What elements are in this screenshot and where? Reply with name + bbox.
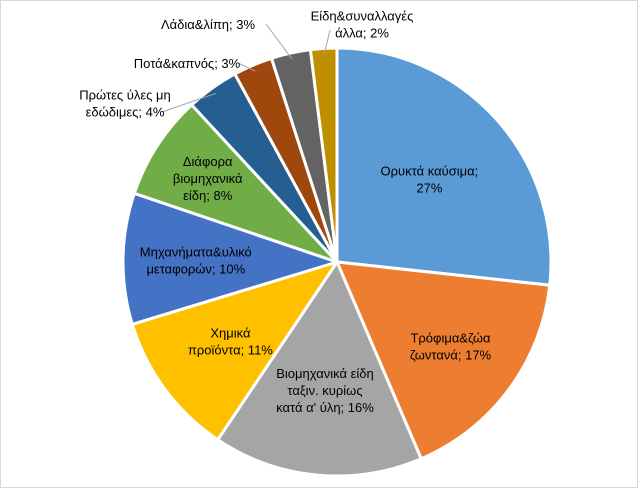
leader-line-10 [323,29,331,55]
slice-label-line: Ορυκτά καύσιμα; [381,164,479,179]
slice-label-10: Είδη&συναλλαγές άλλα; 2% [311,9,414,41]
slice-label-6: Διάφορα βιομηχανικά είδη; 8% [173,154,243,203]
leader-line-9 [265,23,293,60]
leader-line-7 [161,92,217,113]
slice-label-line: είδη; 8% [183,188,233,203]
pie-slice-4 [130,260,339,442]
slice-label-line: Ποτά&καπνός; 3% [134,56,241,71]
leader-lines [161,23,331,113]
slice-label-line: Διάφορα [183,154,233,169]
slice-label-3: Βιομηχανικά είδη ταξιν. κυρίως κατά α' ύλη… [276,366,374,415]
slice-label-line: μεταφορών; 10% [146,261,245,276]
slice-label-line: εδώδιμες; 4% [86,105,165,120]
pie-slice-6 [132,103,339,264]
slice-label-line: 27% [416,181,442,196]
pie-slice-3 [216,260,423,478]
slice-label-line: Χημικά [210,326,251,341]
leader-line-8 [237,62,256,72]
pie-slice-2 [335,260,552,461]
pie-slices [121,46,553,478]
slice-label-4: Χημικά προϊόντα; 11% [188,326,273,358]
slice-label-line: ταξιν. κυρίως [287,383,362,398]
slice-label-5: Μηχανήματα&υλικό μεταφορών; 10% [140,244,252,276]
slice-label-line: Είδη&συναλλαγές [311,9,414,24]
slice-label-line: Λάδια&λίπη; 3% [161,17,256,32]
slice-label-line: προϊόντα; 11% [188,343,273,358]
slice-label-1: Ορυκτά καύσιμα; 27% [381,164,479,196]
pie-slice-1 [335,46,553,287]
slice-label-line: Μηχανήματα&υλικό [140,244,252,259]
slice-label-9: Λάδια&λίπη; 3% [161,17,256,32]
slice-label-line: βιομηχανικά [173,171,243,186]
slice-label-line: Βιομηχανικά είδη [276,366,374,381]
slice-label-2: Τρόφιμα&ζώα ζωντανά; 17% [410,331,492,363]
pie-slice-10 [308,46,339,264]
slice-label-8: Ποτά&καπνός; 3% [134,56,241,71]
slice-label-line: Πρώτες ύλες μη [79,88,171,103]
slice-label-line: άλλα; 2% [335,26,389,41]
slice-label-line: ζωντανά; 17% [410,348,492,363]
slice-label-line: κατά α' ύλη; 16% [276,400,374,415]
slice-label-line: Τρόφιμα&ζώα [410,331,491,346]
slice-labels: Ορυκτά καύσιμα; 27% Τρόφιμα&ζώα ζωντανά; 17… [79,9,491,415]
pie-slice-5 [121,191,339,326]
slice-label-7: Πρώτες ύλες μη εδώδιμες; 4% [79,88,171,120]
